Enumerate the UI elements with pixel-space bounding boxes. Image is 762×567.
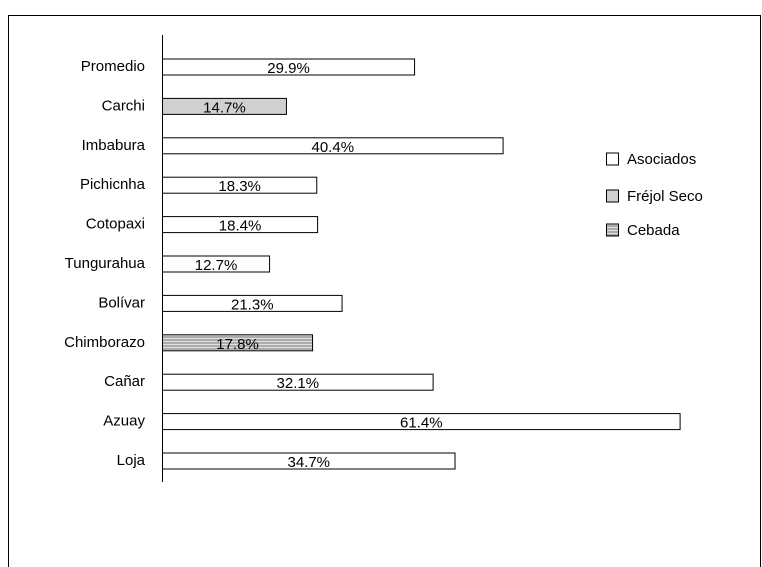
- category-label: Chimborazo: [64, 334, 145, 351]
- legend-label: Cebada: [627, 222, 680, 239]
- legend-swatch: [606, 189, 619, 203]
- bar: [162, 137, 504, 155]
- category-label: Azuay: [103, 413, 145, 430]
- bar: [162, 413, 681, 431]
- value-label: 17.8%: [216, 336, 259, 353]
- frame: [8, 15, 761, 567]
- category-label: Bolívar: [98, 294, 145, 311]
- legend-swatch: [606, 152, 619, 166]
- value-label: 40.4%: [312, 139, 355, 156]
- bar: [162, 176, 318, 194]
- category-label: Promedio: [81, 58, 145, 75]
- value-label: 32.1%: [277, 375, 320, 392]
- category-label: Cotopaxi: [86, 216, 145, 233]
- category-label: Tungurahua: [65, 255, 146, 272]
- bar: [162, 255, 271, 273]
- value-label: 18.3%: [218, 178, 261, 195]
- category-label: Imbabura: [82, 137, 146, 154]
- value-label: 21.3%: [231, 296, 274, 313]
- bar: [162, 373, 434, 391]
- value-label: 34.7%: [287, 454, 330, 471]
- value-label: 29.9%: [267, 60, 310, 77]
- bar: [162, 216, 319, 234]
- bar: [162, 334, 314, 352]
- category-label: Pichicnha: [80, 176, 146, 193]
- bar: [162, 97, 287, 115]
- value-label: 12.7%: [195, 257, 238, 274]
- category-label: Cañar: [104, 373, 145, 390]
- legend-swatch: [606, 223, 619, 237]
- category-label: Loja: [117, 452, 146, 469]
- category-label: Carchi: [102, 97, 145, 114]
- bar: [162, 294, 343, 312]
- bar: [162, 58, 416, 76]
- value-label: 18.4%: [219, 218, 262, 235]
- legend-label: Fréjol Seco: [627, 188, 703, 205]
- bar: [162, 452, 456, 470]
- value-label: 14.7%: [203, 99, 246, 116]
- legend-label: Asociados: [627, 151, 696, 168]
- value-label: 61.4%: [400, 415, 443, 432]
